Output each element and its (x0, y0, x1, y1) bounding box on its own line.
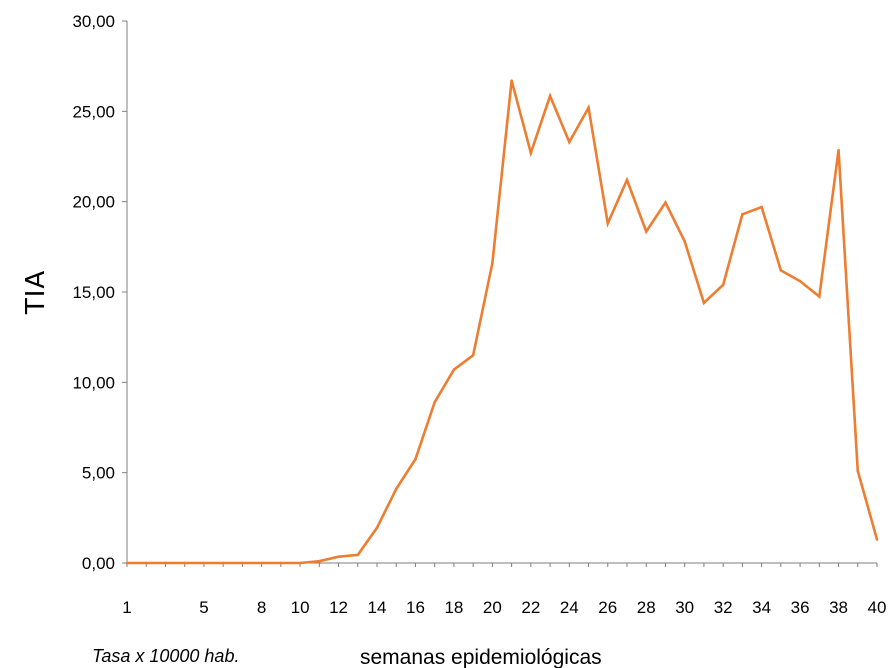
y-tick-label: 30,00 (72, 12, 115, 31)
series-line (127, 80, 879, 565)
data-point (337, 555, 340, 558)
x-tick-labels: 1 5 8 10 12 14 16 18 20 22 24 26 28 30 32 34 36 38 40 (122, 563, 886, 617)
x-tick-label: 40 (868, 598, 887, 617)
data-point (394, 487, 398, 491)
data-point (644, 230, 648, 233)
x-tick-label: 30 (675, 598, 694, 617)
x-tick-label: 5 (199, 598, 208, 617)
y-tick-label: 0,00 (82, 554, 115, 573)
data-point (125, 561, 129, 565)
x-tick-label: 14 (368, 598, 387, 617)
data-point (202, 561, 206, 565)
data-point (856, 469, 860, 473)
data-point (798, 279, 802, 283)
data-point (183, 561, 186, 565)
data-point (279, 561, 283, 565)
x-tick-label: 8 (257, 598, 266, 617)
x-tick-label: 20 (483, 598, 502, 617)
data-point (144, 561, 148, 565)
x-tick-label: 10 (291, 598, 310, 617)
data-point (414, 457, 417, 461)
y-tick-label: 25,00 (72, 102, 115, 121)
data-point (606, 222, 610, 225)
data-point (702, 301, 706, 305)
x-tick-label: 34 (752, 598, 771, 617)
x-tick-label: 36 (791, 598, 810, 617)
series-group (125, 79, 879, 565)
y-axis-label: TIA (21, 270, 51, 315)
data-point (452, 368, 456, 371)
y-tick-label: 5,00 (82, 464, 115, 483)
x-axis-label: semanas epidemiológicas (360, 646, 602, 668)
y-tick-labels: 0,00 5,00 10,00 15,00 20,00 25,00 30,00 (72, 12, 127, 573)
data-point (741, 213, 744, 216)
data-point (664, 201, 667, 204)
data-point (760, 205, 763, 209)
data-point (818, 295, 821, 298)
footnote-rate: Tasa x 10000 hab. (92, 646, 239, 666)
data-point (491, 261, 494, 265)
data-point (875, 538, 879, 541)
x-tick-label: 18 (444, 598, 463, 617)
data-point (298, 561, 302, 565)
data-point (471, 353, 475, 357)
x-tick-label: 38 (829, 598, 848, 617)
data-point (260, 561, 263, 565)
data-point (241, 561, 244, 565)
x-tick-label: 28 (637, 598, 656, 617)
data-point (375, 526, 379, 530)
data-point (356, 553, 360, 557)
data-point (721, 283, 725, 287)
data-point (164, 561, 167, 565)
y-tick-label: 10,00 (72, 373, 115, 392)
x-tick-label: 24 (560, 598, 579, 617)
x-tick-label: 1 (122, 598, 131, 617)
y-tick-label: 15,00 (72, 283, 115, 302)
x-tick-label: 26 (598, 598, 617, 617)
data-point (587, 106, 590, 110)
x-tick-label: 22 (521, 598, 540, 617)
x-tick-label: 32 (714, 598, 733, 617)
data-point (837, 148, 840, 152)
data-point (779, 269, 783, 272)
data-point (318, 559, 321, 563)
data-point (529, 151, 533, 155)
data-point (221, 561, 225, 565)
data-point (683, 240, 686, 243)
x-tick-label: 12 (329, 598, 348, 617)
x-tick-label: 16 (406, 598, 425, 617)
data-point (433, 400, 436, 404)
data-point (510, 79, 513, 82)
data-point (625, 178, 629, 182)
data-point (568, 140, 571, 144)
data-point (548, 94, 552, 98)
y-tick-label: 20,00 (72, 193, 115, 212)
